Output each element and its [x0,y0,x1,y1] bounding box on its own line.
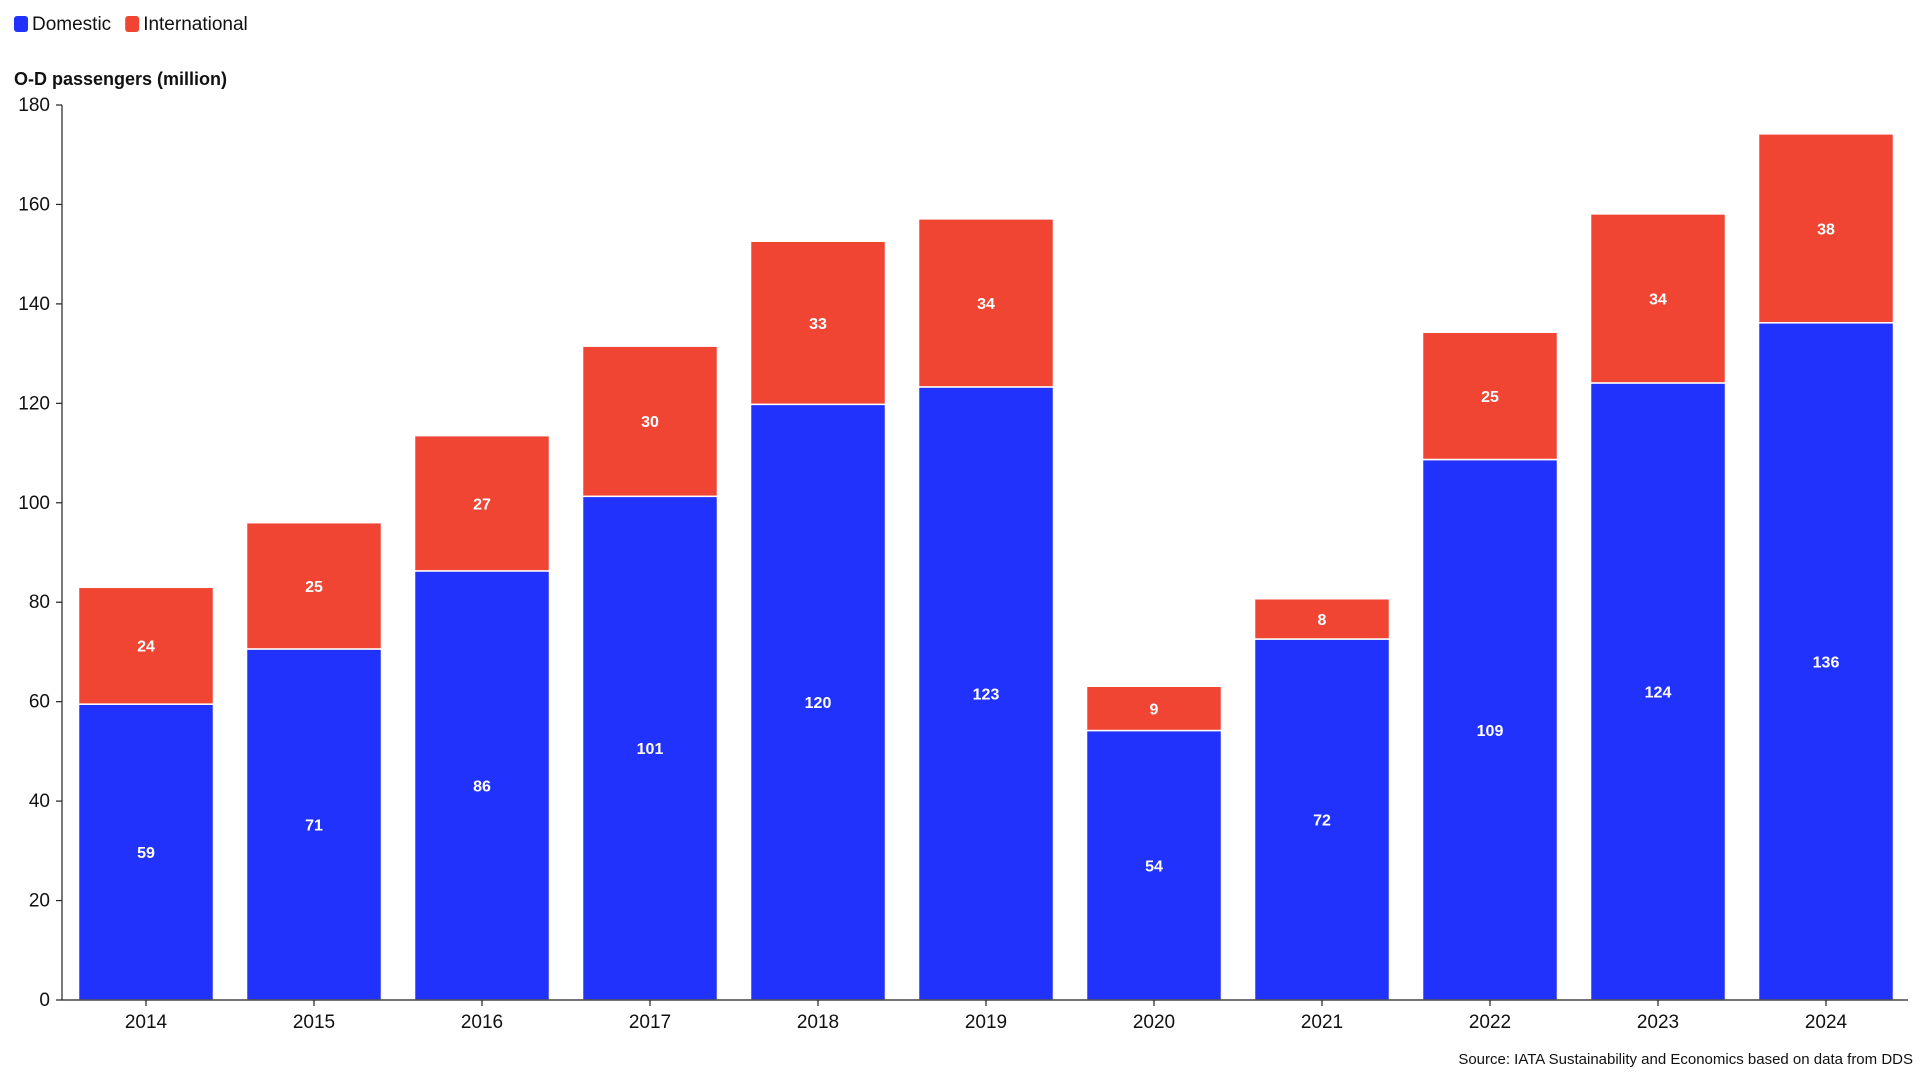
bar-group-2021: 72 8 [1253,597,1391,1001]
bar-group-2022: 109 25 [1421,331,1559,1001]
y-tick-label: 140 [18,294,50,315]
bar-international-2024 [1757,133,1895,324]
bars: 59 24 71 25 86 27 101 30 120 33 123 34 54 9 72 8 109 25 12… [77,133,1895,1001]
data-label-domestic-2014: 59 [137,845,155,862]
data-label-domestic-2024: 136 [1813,654,1840,671]
y-tick-label: 40 [29,791,50,812]
y-tick-label: 0 [39,990,50,1011]
bar-group-2024: 136 38 [1757,133,1895,1001]
data-label-domestic-2023: 124 [1645,684,1672,701]
y-tick-label: 20 [29,891,50,912]
data-label-domestic-2018: 120 [805,695,832,712]
x-tick-label-2020: 2020 [1133,1012,1175,1033]
data-label-international-2018: 33 [809,316,827,333]
data-label-international-2021: 8 [1318,612,1327,629]
data-label-international-2020: 9 [1150,701,1159,718]
data-label-international-2017: 30 [641,414,659,431]
data-label-international-2023: 34 [1649,291,1667,308]
y-axis-title: O-D passengers (million) [14,69,227,89]
y-tick-label: 180 [18,95,50,116]
bar-international-2016 [413,434,551,572]
y-axis: 0 20 40 60 80 100 120 140 160 180 [18,95,63,1011]
legend-label-domestic: Domestic [32,14,111,35]
bar-international-2023 [1589,213,1727,384]
x-axis: 2014 2015 2016 2017 2018 2019 2020 2021 2022 2023… [62,999,1908,1033]
bar-group-2014: 59 24 [77,586,215,1001]
data-label-domestic-2020: 54 [1145,858,1163,875]
bar-international-2015 [245,521,383,650]
y-tick-label: 120 [18,393,50,414]
bar-domestic-2024 [1757,322,1895,1001]
x-tick-label-2024: 2024 [1805,1012,1848,1033]
data-label-international-2022: 25 [1481,389,1499,406]
bar-domestic-2015 [245,648,383,1001]
bar-domestic-2018 [749,403,887,1001]
bar-international-2021 [1253,597,1391,640]
data-label-international-2024: 38 [1817,221,1835,238]
x-tick-label-2014: 2014 [125,1012,168,1033]
bar-group-2015: 71 25 [245,521,383,1001]
x-tick-label-2017: 2017 [629,1012,671,1033]
data-label-domestic-2022: 109 [1477,723,1504,740]
bar-international-2019 [917,218,1055,388]
bar-international-2018 [749,240,887,406]
y-tick-label: 160 [18,194,50,215]
bar-group-2020: 54 9 [1085,685,1223,1001]
legend-label-international: International [143,14,248,35]
bar-domestic-2016 [413,570,551,1001]
x-tick-label-2023: 2023 [1637,1012,1679,1033]
bar-group-2017: 101 30 [581,345,719,1001]
bar-domestic-2021 [1253,638,1391,1001]
y-tick-label: 100 [18,493,50,514]
bar-domestic-2023 [1589,382,1727,1001]
bar-group-2018: 120 33 [749,240,887,1001]
bar-international-2022 [1421,331,1559,461]
y-tick-label: 80 [29,592,50,613]
legend: Domestic International [14,14,248,35]
bar-domestic-2014 [77,703,215,1001]
data-label-domestic-2016: 86 [473,778,491,795]
bar-domestic-2019 [917,386,1055,1001]
x-tick-label-2019: 2019 [965,1012,1007,1033]
bar-international-2017 [581,345,719,498]
source-note: Source: IATA Sustainability and Economic… [1458,1051,1913,1068]
data-label-domestic-2017: 101 [637,741,664,758]
data-label-international-2016: 27 [473,496,491,513]
bar-international-2014 [77,586,215,705]
data-label-domestic-2021: 72 [1313,813,1331,830]
bar-group-2023: 124 34 [1589,213,1727,1001]
bar-group-2019: 123 34 [917,218,1055,1001]
data-label-international-2015: 25 [305,579,323,596]
bar-domestic-2022 [1421,458,1559,1001]
x-tick-label-2021: 2021 [1301,1012,1343,1033]
x-tick-label-2018: 2018 [797,1012,839,1033]
x-tick-label-2022: 2022 [1469,1012,1511,1033]
y-tick-label: 60 [29,692,50,713]
data-label-domestic-2015: 71 [305,817,323,834]
x-tick-label-2016: 2016 [461,1012,503,1033]
legend-swatch-international [125,16,140,32]
bar-group-2016: 86 27 [413,434,551,1001]
bar-domestic-2017 [581,495,719,1001]
bar-domestic-2020 [1085,729,1223,1001]
data-label-international-2014: 24 [137,639,155,656]
data-label-international-2019: 34 [977,296,995,313]
legend-swatch-domestic [14,16,28,32]
data-label-domestic-2019: 123 [973,686,1000,703]
x-tick-label-2015: 2015 [293,1012,335,1033]
bar-international-2020 [1085,685,1223,732]
